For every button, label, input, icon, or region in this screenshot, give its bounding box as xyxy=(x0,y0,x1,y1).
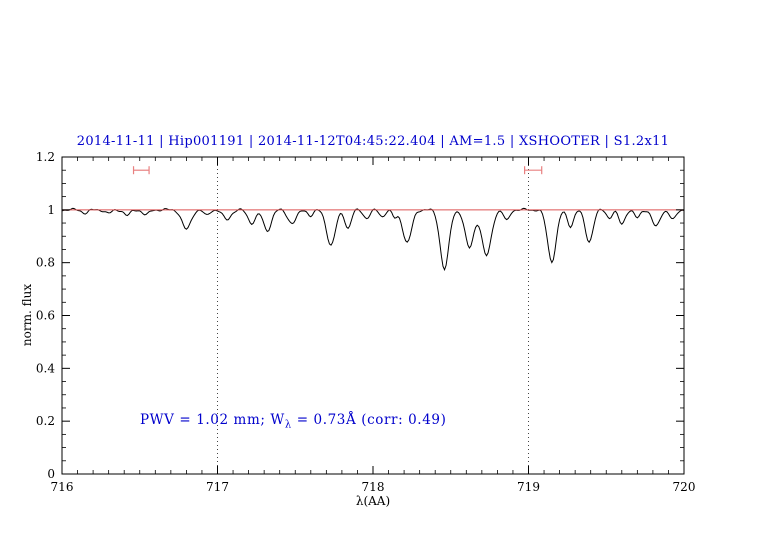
y-tick-label: 0.2 xyxy=(36,414,55,428)
y-tick-label: 0.4 xyxy=(36,361,55,375)
spectrum-curve xyxy=(61,207,685,272)
x-tick-label: 718 xyxy=(362,480,385,494)
x-tick-label: 720 xyxy=(673,480,696,494)
y-tick-label: 1 xyxy=(47,203,55,217)
lambda-subscript: λ xyxy=(284,419,292,431)
pwv-annotation: PWV = 1.02 mm; Wλ = 0.73Å (corr: 0.49) xyxy=(140,412,446,431)
plot-title: 2014-11-11 | Hip001191 | 2014-11-12T04:4… xyxy=(76,134,670,149)
y-tick-label: 1.2 xyxy=(36,150,55,164)
x-tick-label: 716 xyxy=(51,480,74,494)
pwv-annotation-prefix: PWV = 1.02 mm; W xyxy=(140,412,285,428)
y-axis-label: norm. flux xyxy=(20,283,34,347)
y-tick-label: 0.8 xyxy=(36,256,55,270)
x-tick-label: 717 xyxy=(206,480,229,494)
x-axis-label: λ(AA) xyxy=(355,494,391,508)
y-tick-label: 0 xyxy=(47,467,55,481)
pwv-range-marker xyxy=(524,166,543,175)
y-tick-label: 0.6 xyxy=(36,309,55,323)
pwv-annotation-suffix: = 0.73Å (corr: 0.49) xyxy=(291,412,447,428)
pwv-range-marker xyxy=(132,166,150,175)
x-tick-label: 719 xyxy=(517,480,540,494)
